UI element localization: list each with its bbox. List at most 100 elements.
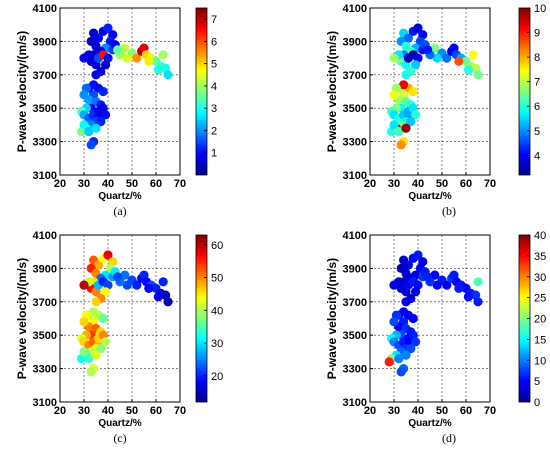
data-point bbox=[98, 86, 108, 97]
plot-area bbox=[59, 7, 181, 176]
y-tick-label: 3700 bbox=[33, 297, 57, 309]
colorbar-tick-label: 30 bbox=[534, 272, 546, 284]
data-point bbox=[396, 140, 406, 150]
data-point bbox=[89, 307, 99, 317]
x-tick-label: 60 bbox=[150, 178, 162, 190]
data-point bbox=[389, 53, 399, 63]
data-point bbox=[399, 307, 409, 317]
data-point bbox=[384, 357, 394, 367]
data-point bbox=[101, 110, 111, 120]
x-tick-label: 40 bbox=[102, 178, 114, 190]
panel-label: (d) bbox=[442, 431, 456, 445]
y-tick-label: 3500 bbox=[343, 330, 367, 342]
panel-b: 20 30 40 50 60 70 3100 3300 3500 3700 3900 4100 Quar… bbox=[325, 3, 546, 218]
data-point bbox=[113, 272, 123, 282]
data-point bbox=[84, 127, 94, 137]
plot-area bbox=[59, 234, 181, 403]
data-point bbox=[120, 270, 130, 280]
x-tick-label: 50 bbox=[126, 178, 138, 190]
panel-d: 20 30 40 50 60 70310033003500370039004100Quar… bbox=[325, 230, 546, 445]
colorbar-tick-label: 2 bbox=[211, 125, 217, 137]
data-point bbox=[79, 53, 89, 63]
data-point bbox=[158, 50, 168, 60]
data-point bbox=[473, 70, 483, 80]
colorbar-tick-label: 20 bbox=[211, 371, 223, 383]
panel-a: 20 30 40 50 60 70 3100 3300 3500 3700 3900 4100 Quar… bbox=[15, 3, 217, 218]
x-tick-label: 70 bbox=[484, 405, 496, 417]
colorbar-tick-label: 4 bbox=[211, 81, 217, 93]
colorbar-tick-label: 6 bbox=[534, 101, 540, 113]
data-point bbox=[86, 367, 96, 377]
data-point bbox=[389, 90, 399, 100]
colorbar-tick-label: 5 bbox=[534, 126, 540, 138]
data-point bbox=[413, 23, 423, 33]
data-point bbox=[401, 350, 411, 360]
data-point bbox=[101, 337, 111, 347]
y-tick-label: 4100 bbox=[343, 3, 367, 15]
colorbar-tick-label: 5 bbox=[534, 376, 540, 388]
y-axis-label: P-wave velocity/(m/s) bbox=[15, 31, 29, 152]
data-point bbox=[91, 70, 101, 80]
data-point bbox=[406, 344, 416, 354]
data-point bbox=[403, 33, 413, 43]
data-point bbox=[413, 250, 423, 260]
data-point bbox=[79, 317, 89, 327]
y-tick-label: 4100 bbox=[343, 230, 367, 242]
data-point bbox=[163, 70, 173, 80]
y-tick-label: 3900 bbox=[33, 263, 57, 275]
y-tick-label: 3900 bbox=[33, 36, 57, 48]
x-tick-label: 50 bbox=[126, 405, 138, 417]
data-point bbox=[153, 65, 163, 75]
data-point bbox=[122, 280, 132, 290]
data-point bbox=[101, 60, 111, 70]
colorbar-tick-label: 10 bbox=[534, 3, 546, 15]
panel-label: (a) bbox=[113, 204, 126, 218]
data-point bbox=[132, 280, 142, 290]
y-tick-label: 3100 bbox=[33, 397, 57, 409]
data-point bbox=[401, 70, 411, 80]
y-tick-label: 3300 bbox=[343, 364, 367, 376]
data-point bbox=[394, 354, 404, 364]
data-point bbox=[473, 297, 483, 307]
x-axis-label: Quartz/% bbox=[98, 418, 141, 429]
colorbar-tick-label: 25 bbox=[534, 293, 546, 305]
panel-label: (c) bbox=[113, 431, 126, 445]
colorbar bbox=[195, 234, 208, 403]
x-tick-label: 70 bbox=[484, 178, 496, 190]
colorbar-tick-label: 7 bbox=[534, 77, 540, 89]
colorbar-tick-label: 30 bbox=[211, 338, 223, 350]
data-point bbox=[423, 45, 433, 55]
data-point bbox=[430, 270, 440, 280]
colorbar-tick-label: 35 bbox=[534, 251, 546, 263]
x-tick-label: 30 bbox=[78, 178, 90, 190]
data-point bbox=[468, 50, 478, 60]
colorbar-tick-label: 1 bbox=[211, 148, 217, 160]
y-tick-label: 3700 bbox=[33, 70, 57, 82]
y-tick-label: 3300 bbox=[343, 137, 367, 149]
x-tick-label: 50 bbox=[436, 178, 448, 190]
data-point bbox=[463, 65, 473, 75]
x-tick-label: 60 bbox=[150, 405, 162, 417]
data-point bbox=[144, 56, 154, 66]
data-point bbox=[408, 86, 418, 97]
data-point bbox=[411, 287, 421, 297]
data-point bbox=[432, 280, 442, 290]
data-point bbox=[454, 56, 464, 66]
data-point bbox=[91, 123, 101, 133]
data-point bbox=[396, 367, 406, 377]
y-axis-label: P-wave velocity/(m/s) bbox=[325, 31, 339, 152]
data-point bbox=[389, 120, 399, 130]
colorbar-tick-label: 40 bbox=[211, 305, 223, 317]
x-tick-label: 50 bbox=[436, 405, 448, 417]
x-tick-label: 20 bbox=[54, 405, 66, 417]
colorbar-tick-label: 10 bbox=[534, 355, 546, 367]
data-point bbox=[79, 120, 89, 130]
x-tick-label: 20 bbox=[54, 178, 66, 190]
y-tick-label: 3500 bbox=[33, 103, 57, 115]
data-point bbox=[411, 110, 421, 120]
plot-area bbox=[369, 234, 491, 403]
data-point bbox=[406, 117, 416, 127]
data-point bbox=[403, 260, 413, 270]
x-tick-label: 20 bbox=[364, 405, 376, 417]
